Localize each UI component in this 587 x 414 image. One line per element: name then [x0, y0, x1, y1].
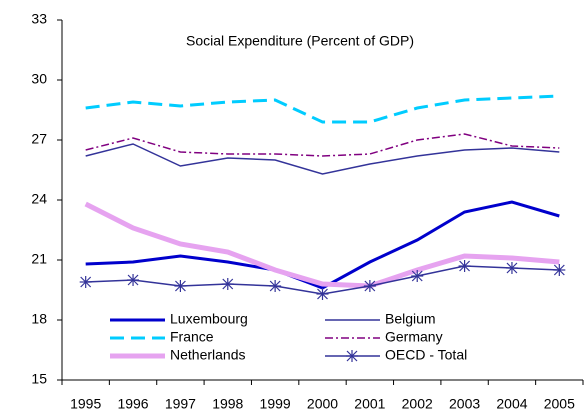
- marker-stroke: [553, 264, 565, 276]
- marker-stroke: [174, 280, 186, 292]
- y-tick-label: 24: [31, 191, 47, 207]
- point-marker: [221, 278, 234, 290]
- x-tick-label: 1999: [260, 396, 291, 412]
- x-tick-label: 2005: [544, 396, 575, 412]
- point-marker: [458, 260, 471, 272]
- marker-stroke: [506, 262, 518, 274]
- legend-label: Belgium: [385, 311, 436, 327]
- legend-label: OECD - Total: [385, 347, 467, 363]
- y-tick-label: 15: [31, 371, 47, 387]
- point-marker: [411, 270, 424, 282]
- series-line: [85, 94, 560, 124]
- point-marker: [269, 280, 282, 292]
- point-marker: [79, 276, 92, 288]
- x-tick-label: 1997: [165, 396, 196, 412]
- x-tick-label: 2004: [496, 396, 527, 412]
- marker-stroke: [346, 350, 358, 362]
- x-tick-label: 2003: [449, 396, 480, 412]
- y-tick-label: 21: [31, 251, 47, 267]
- series-line: [84, 201, 560, 289]
- marker-stroke: [80, 276, 92, 288]
- chart-title: Social Expenditure (Percent of GDP): [186, 33, 414, 49]
- x-tick-label: 1998: [212, 396, 243, 412]
- marker-stroke: [269, 280, 281, 292]
- series-line: [85, 143, 560, 175]
- series-line: [85, 133, 560, 157]
- marker-stroke: [317, 288, 328, 300]
- legend-marker: [346, 350, 358, 362]
- point-marker: [127, 274, 140, 286]
- y-tick-label: 33: [31, 11, 47, 27]
- x-tick-label: 1996: [117, 396, 148, 412]
- legend-label: Germany: [385, 329, 443, 345]
- point-marker: [363, 280, 376, 292]
- point-marker: [174, 280, 187, 292]
- legend-label: Luxembourg: [170, 311, 248, 327]
- y-tick-label: 18: [31, 311, 47, 327]
- marker-stroke: [127, 274, 139, 286]
- marker-stroke: [364, 280, 376, 292]
- point-marker: [316, 288, 329, 300]
- series-line: [85, 200, 560, 290]
- marker-stroke: [459, 260, 471, 272]
- point-marker: [505, 262, 518, 274]
- x-tick-label: 2000: [307, 396, 338, 412]
- x-tick-label: 1995: [70, 396, 101, 412]
- legend-label: France: [170, 329, 214, 345]
- y-tick-label: 27: [31, 131, 47, 147]
- marker-stroke: [411, 270, 423, 282]
- x-tick-label: 2002: [402, 396, 433, 412]
- y-tick-label: 30: [31, 71, 47, 87]
- marker-stroke: [222, 278, 234, 290]
- point-marker: [553, 264, 566, 276]
- legend-label: Netherlands: [170, 347, 246, 363]
- x-tick-label: 2001: [354, 396, 385, 412]
